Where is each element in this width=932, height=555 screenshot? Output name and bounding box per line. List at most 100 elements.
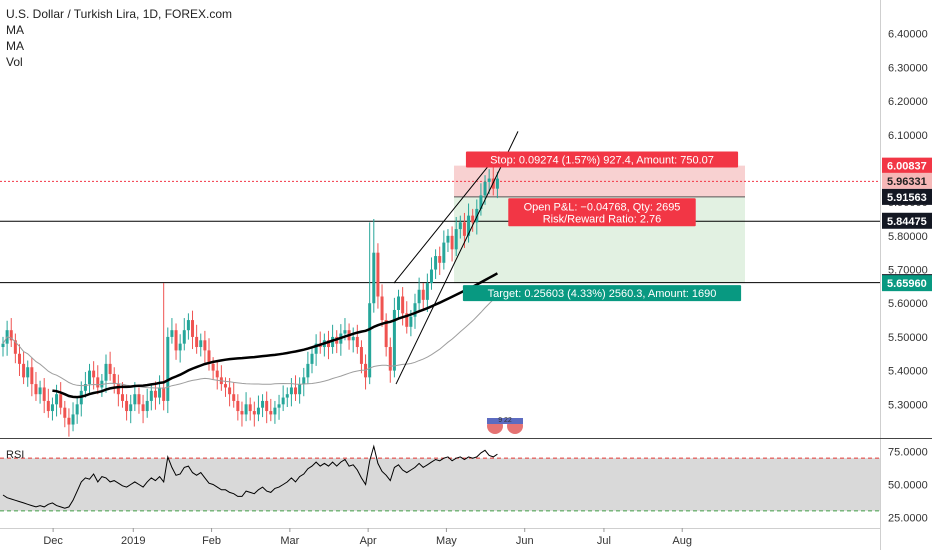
candle-body bbox=[75, 404, 79, 415]
candle-body bbox=[450, 235, 454, 250]
time-tick-label: Mar bbox=[280, 535, 299, 547]
rsi-pane: RSI 75.0000 50.0000 25.0000 bbox=[0, 444, 928, 524]
candle-body bbox=[104, 363, 108, 381]
time-tick-label: Dec bbox=[43, 535, 63, 547]
price-tick-label: 5.40000 bbox=[888, 366, 928, 378]
candle-body bbox=[125, 400, 129, 412]
candle-body bbox=[67, 417, 71, 425]
candle-body bbox=[405, 313, 409, 327]
candle-body bbox=[479, 195, 483, 209]
price-tick-label: 6.40000 bbox=[888, 29, 928, 41]
candle-body bbox=[244, 404, 248, 415]
candle-body bbox=[384, 320, 388, 348]
candle-body bbox=[392, 309, 396, 371]
price-tick-label: 6.10000 bbox=[888, 130, 928, 142]
candle-body bbox=[331, 336, 335, 348]
candle-body bbox=[483, 181, 487, 196]
price-tag: 5.84475 bbox=[882, 212, 932, 229]
indicator-ma-fast[interactable]: MA bbox=[6, 22, 232, 38]
time-tick-label: Apr bbox=[360, 535, 377, 547]
candle-body bbox=[376, 252, 380, 297]
indicator-vol[interactable]: Vol bbox=[6, 54, 232, 70]
candle-body bbox=[240, 411, 244, 415]
rsi-label: RSI bbox=[6, 449, 24, 461]
candle-body bbox=[429, 269, 433, 284]
price-tick-label: 5.50000 bbox=[888, 332, 928, 344]
candle-body bbox=[462, 222, 466, 236]
target-label: Target: 0.25603 (4.33%) 2560.3, Amount: … bbox=[462, 285, 742, 302]
candle-body bbox=[186, 320, 190, 331]
candle-body bbox=[26, 367, 30, 378]
chart-title[interactable]: U.S. Dollar / Turkish Lira, 1D, FOREX.co… bbox=[6, 7, 233, 21]
stop-label-box bbox=[465, 151, 739, 168]
candle-body bbox=[495, 178, 499, 189]
candle-body bbox=[458, 222, 462, 230]
price-tick-label: 6.20000 bbox=[888, 96, 928, 108]
candle-body bbox=[88, 370, 92, 385]
ma-fast-line bbox=[52, 272, 499, 399]
price-tag-box bbox=[882, 212, 932, 229]
candle-body bbox=[446, 235, 450, 243]
candle-body bbox=[50, 404, 54, 412]
candle-body bbox=[302, 377, 306, 385]
time-tick-label: May bbox=[436, 535, 457, 547]
stop-label-text: Stop: 0.09274 (1.57%) 927.4, Amount: 750… bbox=[490, 154, 714, 166]
candle-body bbox=[388, 347, 392, 371]
candle-body bbox=[170, 330, 174, 337]
candle-body bbox=[256, 407, 260, 415]
rsi-tick-label: 75.0000 bbox=[888, 447, 928, 459]
candle-body bbox=[30, 367, 34, 385]
price-tag-box bbox=[882, 157, 932, 174]
price-tag-text: 5.96331 bbox=[887, 176, 927, 188]
price-tag-text: 6.00837 bbox=[887, 161, 927, 173]
candle-body bbox=[162, 387, 166, 401]
candle-body bbox=[63, 407, 67, 418]
candle-body bbox=[174, 330, 178, 351]
time-tick-label: Jun bbox=[516, 535, 534, 547]
indicator-ma-slow[interactable]: MA bbox=[6, 38, 232, 54]
candle-body bbox=[281, 397, 285, 405]
candle-body bbox=[112, 373, 116, 385]
candle-body bbox=[236, 400, 240, 412]
candle-body bbox=[166, 336, 170, 401]
candle-body bbox=[471, 215, 475, 223]
stop-label: Stop: 0.09274 (1.57%) 927.4, Amount: 750… bbox=[465, 151, 739, 168]
price-tick-label: 5.60000 bbox=[888, 298, 928, 310]
price-tag: 6.00837 bbox=[882, 157, 932, 174]
candle-body bbox=[372, 252, 376, 304]
pnl-label: Open P&L: −0.04768, Qty: 2695Risk/Reward… bbox=[508, 198, 696, 227]
candle-body bbox=[191, 320, 195, 337]
candle-body bbox=[211, 363, 215, 371]
candle-body bbox=[129, 404, 133, 412]
candle-body bbox=[397, 296, 401, 310]
candle-body bbox=[355, 336, 359, 348]
time-tick-label: Feb bbox=[202, 535, 221, 547]
time-tick-label: 2019 bbox=[121, 535, 145, 547]
candle-body bbox=[145, 400, 149, 412]
candle-body bbox=[438, 256, 442, 263]
candle-body bbox=[306, 363, 310, 378]
candle-body bbox=[359, 347, 363, 364]
candle-body bbox=[421, 289, 425, 300]
candle-body bbox=[83, 384, 87, 391]
price-tick-label: 6.30000 bbox=[888, 62, 928, 74]
trendline-upper bbox=[393, 151, 501, 284]
candle-body bbox=[265, 400, 269, 412]
candle-body bbox=[277, 404, 281, 408]
time-axis: Dec 2019 Feb Mar Apr May Jun Jul Aug bbox=[43, 528, 692, 547]
candle-body bbox=[454, 229, 458, 250]
candle-body bbox=[326, 340, 330, 348]
event-badge-icon: 9 22 bbox=[487, 417, 523, 434]
price-tag-box bbox=[882, 275, 932, 292]
candle-body bbox=[380, 296, 384, 321]
candle-body bbox=[137, 394, 141, 405]
price-tag-text: 5.84475 bbox=[887, 216, 927, 228]
price-tag-box bbox=[882, 172, 932, 189]
price-tag: 5.65960 bbox=[882, 275, 932, 292]
candle-body bbox=[153, 390, 157, 398]
candle-body bbox=[223, 384, 227, 388]
candle-body bbox=[252, 411, 256, 415]
candle-body bbox=[13, 340, 17, 354]
